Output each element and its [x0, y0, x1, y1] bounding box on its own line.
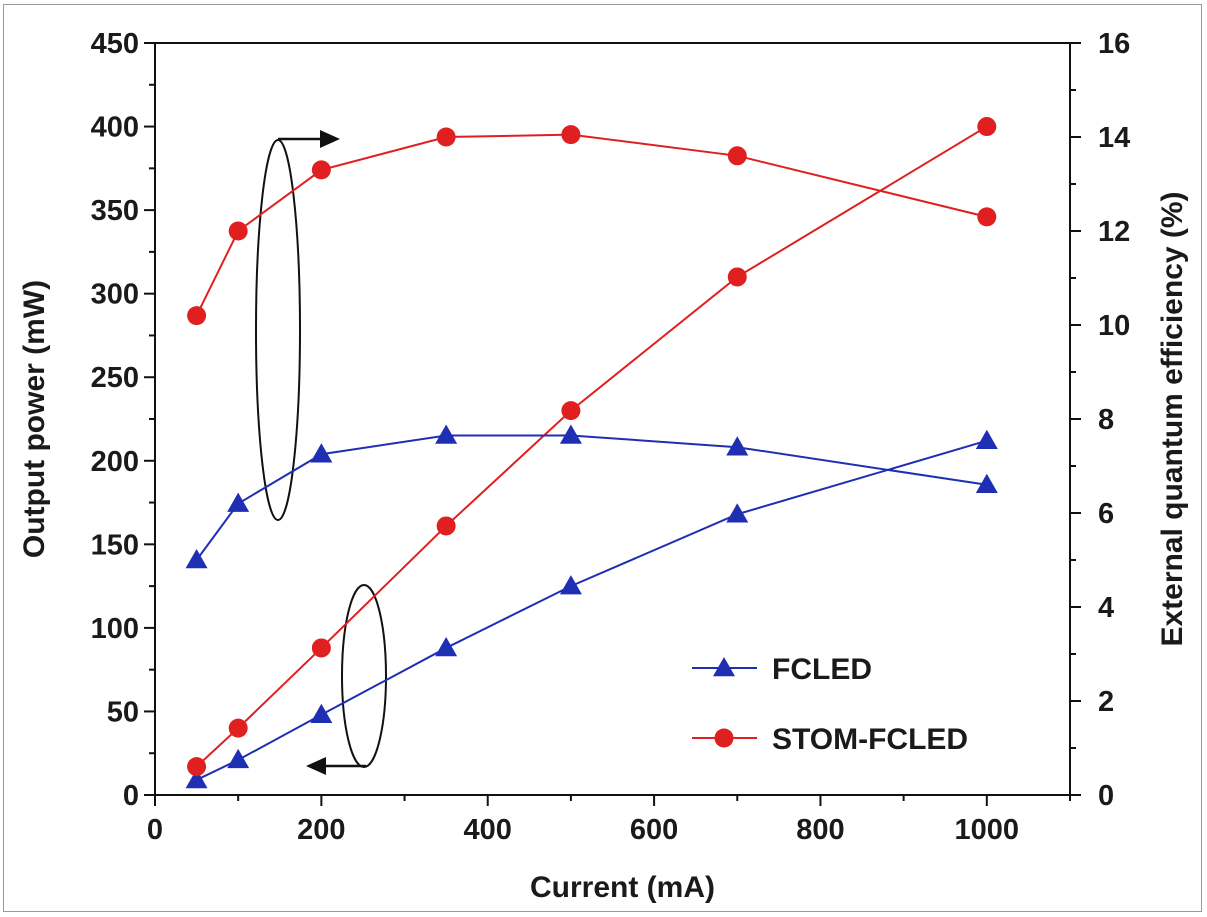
eqe-group-ellipse — [255, 139, 301, 521]
data-point-fcled-eqe — [185, 549, 208, 569]
y-right-tick-label: 8 — [1098, 404, 1114, 436]
legend-marker — [713, 657, 735, 677]
data-point-fcled-eqe — [310, 443, 333, 463]
y-left-tick-label: 400 — [91, 112, 139, 144]
y-left-tick-label: 50 — [107, 696, 139, 728]
series-fcled-power — [185, 429, 998, 789]
data-point-stom-fcled-eqe — [561, 125, 581, 145]
legend-label: FCLED — [772, 653, 872, 686]
y-left-tick-label: 250 — [91, 362, 139, 394]
y-left-tick-label: 200 — [91, 446, 139, 478]
data-point-fcled-eqe — [559, 424, 582, 444]
data-point-stom-fcled-power — [561, 401, 581, 421]
y-right-tick-label: 0 — [1098, 780, 1114, 812]
data-point-stom-fcled-power — [977, 117, 997, 137]
x-tick-label: 800 — [796, 814, 844, 846]
data-point-stom-fcled-eqe — [311, 160, 331, 180]
y-right-tick-label: 12 — [1098, 216, 1130, 248]
y-left-tick-label: 350 — [91, 195, 139, 227]
annotation-layer — [255, 130, 387, 775]
y-right-tick-label: 14 — [1098, 122, 1130, 154]
y-left-axis-title: Output power (mW) — [18, 280, 51, 558]
y-left-tick-label: 300 — [91, 279, 139, 311]
y-left-tick-label: 100 — [91, 613, 139, 645]
data-point-fcled-eqe — [975, 473, 998, 494]
y-right-tick-label: 16 — [1098, 28, 1130, 60]
data-point-stom-fcled-power — [311, 638, 331, 658]
legend-marker — [714, 728, 734, 748]
data-point-fcled-eqe — [435, 424, 458, 444]
data-point-fcled-power — [310, 703, 333, 724]
data-point-stom-fcled-eqe — [436, 127, 456, 147]
data-point-stom-fcled-power — [436, 516, 456, 536]
power-arrow-head — [306, 757, 326, 775]
series-stom-fcled-eqe — [187, 125, 997, 326]
data-point-stom-fcled-power — [228, 718, 248, 738]
x-tick-label: 400 — [464, 814, 512, 846]
data-point-fcled-power — [227, 748, 250, 769]
legend-item: STOM-FCLED — [692, 723, 968, 756]
power-group-ellipse — [341, 584, 387, 768]
y-right-tick-label: 2 — [1098, 686, 1114, 718]
eqe-arrow-head — [320, 130, 340, 148]
data-point-stom-fcled-eqe — [228, 221, 248, 241]
data-point-fcled-power — [975, 429, 998, 449]
x-tick-label: 200 — [297, 814, 345, 846]
data-point-fcled-power — [559, 575, 582, 595]
legend: FCLED STOM-FCLED — [692, 653, 968, 756]
data-point-stom-fcled-power — [727, 267, 747, 287]
y-right-tick-label: 10 — [1098, 310, 1130, 342]
series-fcled-eqe — [185, 424, 998, 569]
data-point-stom-fcled-eqe — [727, 146, 747, 166]
series-line-stom-fcled-eqe — [195, 133, 988, 317]
x-axis-title: Current (mA) — [530, 871, 715, 904]
y-left-tick-label: 450 — [91, 28, 139, 60]
data-point-stom-fcled-eqe — [977, 207, 997, 227]
series-layer — [185, 117, 998, 789]
x-tick-label: 600 — [630, 814, 678, 846]
x-tick-label: 1000 — [955, 814, 1020, 846]
y-right-tick-label: 6 — [1098, 498, 1114, 530]
legend-item: FCLED — [692, 653, 872, 686]
y-right-axis-title: External quantum efficiency (%) — [1156, 191, 1189, 646]
data-point-stom-fcled-power — [187, 757, 207, 777]
data-point-fcled-power — [726, 503, 749, 523]
axes-layer: 0 200 400 600 800 100005010015020025030035040… — [18, 28, 1189, 904]
plot-area-border — [154, 42, 1071, 796]
data-point-fcled-eqe — [227, 492, 250, 512]
data-point-fcled-eqe — [726, 436, 749, 456]
legend-label: STOM-FCLED — [772, 723, 968, 756]
x-tick-label: 0 — [147, 814, 163, 846]
y-left-tick-label: 0 — [123, 780, 139, 812]
y-right-tick-label: 4 — [1098, 592, 1114, 624]
y-left-tick-label: 150 — [91, 529, 139, 561]
series-stom-fcled-power — [187, 117, 997, 777]
series-line-fcled-eqe — [195, 434, 987, 561]
data-point-stom-fcled-eqe — [187, 306, 207, 326]
data-point-fcled-power — [435, 636, 458, 657]
data-point-fcled-power — [185, 768, 208, 789]
